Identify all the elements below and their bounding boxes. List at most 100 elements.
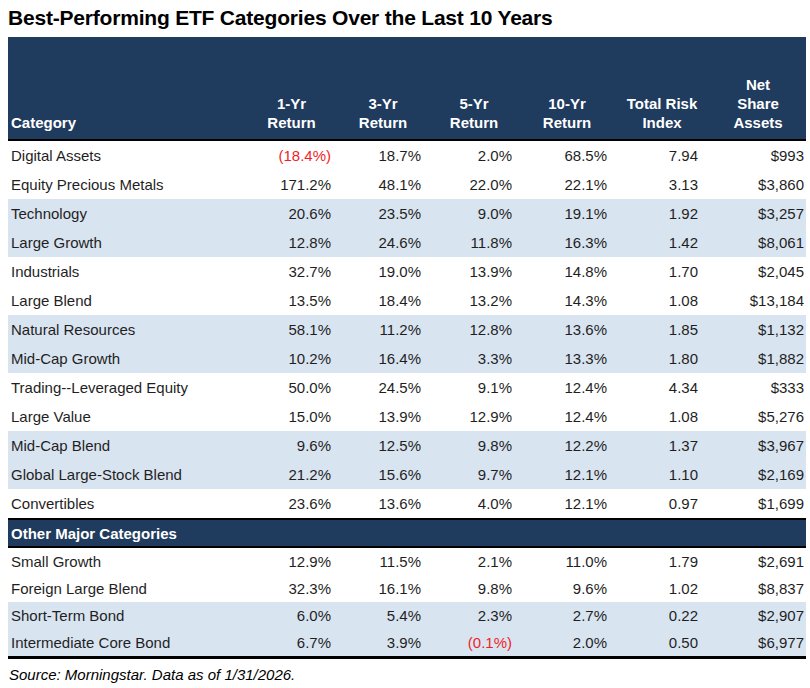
total-risk-cell: 1.80 — [620, 344, 712, 373]
column-header-net-share-assets: NetShareAssets — [712, 37, 806, 140]
total-risk-cell: 7.94 — [620, 140, 712, 170]
total-risk-cell: 0.22 — [620, 602, 712, 629]
return-5yr-cell: 12.9% — [436, 402, 527, 431]
return-3yr-cell: 19.0% — [345, 257, 436, 286]
return-10yr-cell: 12.4% — [527, 373, 620, 402]
category-cell: Natural Resources — [8, 315, 252, 344]
return-1yr-cell: 50.0% — [252, 373, 345, 402]
total-risk-cell: 1.70 — [620, 257, 712, 286]
total-risk-cell: 1.02 — [620, 575, 712, 602]
category-cell: Trading--Leveraged Equity — [8, 373, 252, 402]
category-cell: Small Growth — [8, 547, 252, 575]
column-header-total-risk-index: Total RiskIndex — [620, 37, 712, 140]
table-row: Foreign Large Blend 32.3% 16.1% 9.8% 9.6… — [8, 575, 806, 602]
total-risk-cell: 1.79 — [620, 547, 712, 575]
page-title: Best-Performing ETF Categories Over the … — [8, 6, 806, 30]
return-1yr-cell: 21.2% — [252, 460, 345, 489]
return-10yr-cell: 13.3% — [527, 344, 620, 373]
section-body: Other Major Categories — [8, 519, 806, 547]
net-share-assets-cell: $8,837 — [712, 575, 806, 602]
return-5yr-cell: 2.1% — [436, 547, 527, 575]
column-header-category: Category — [8, 37, 252, 140]
total-risk-cell: 0.97 — [620, 489, 712, 519]
net-share-assets-cell: $1,132 — [712, 315, 806, 344]
return-5yr-cell: 9.8% — [436, 575, 527, 602]
return-3yr-cell: 18.4% — [345, 286, 436, 315]
total-risk-cell: 0.50 — [620, 629, 712, 658]
section-header-row: Other Major Categories — [8, 519, 806, 547]
return-1yr-cell: 32.7% — [252, 257, 345, 286]
return-1yr-cell: 6.0% — [252, 602, 345, 629]
net-share-assets-cell: $2,045 — [712, 257, 806, 286]
return-1yr-cell: 32.3% — [252, 575, 345, 602]
table-row: Mid-Cap Growth 10.2% 16.4% 3.3% 13.3% 1.… — [8, 344, 806, 373]
net-share-assets-cell: $2,169 — [712, 460, 806, 489]
category-cell: Industrials — [8, 257, 252, 286]
return-1yr-cell: 15.0% — [252, 402, 345, 431]
table-row: Short-Term Bond 6.0% 5.4% 2.3% 2.7% 0.22… — [8, 602, 806, 629]
net-share-assets-cell: $1,882 — [712, 344, 806, 373]
column-header-1yr-return: 1-YrReturn — [252, 37, 345, 140]
table-row: Natural Resources 58.1% 11.2% 12.8% 13.6… — [8, 315, 806, 344]
return-10yr-cell: 14.8% — [527, 257, 620, 286]
category-cell: Foreign Large Blend — [8, 575, 252, 602]
table-row: Equity Precious Metals 171.2% 48.1% 22.0… — [8, 170, 806, 199]
return-1yr-cell: 20.6% — [252, 199, 345, 228]
table-row: Digital Assets (18.4%) 18.7% 2.0% 68.5% … — [8, 140, 806, 170]
category-cell: Mid-Cap Growth — [8, 344, 252, 373]
net-share-assets-cell: $333 — [712, 373, 806, 402]
net-share-assets-cell: $3,967 — [712, 431, 806, 460]
column-header-10yr-return: 10-YrReturn — [527, 37, 620, 140]
etf-category-table: Category 1-YrReturn 3-YrReturn 5-YrRetur… — [8, 37, 806, 659]
category-cell: Global Large-Stock Blend — [8, 460, 252, 489]
table-row: Trading--Leveraged Equity 50.0% 24.5% 9.… — [8, 373, 806, 402]
return-5yr-cell: 2.3% — [436, 602, 527, 629]
return-1yr-cell: 12.8% — [252, 228, 345, 257]
return-3yr-cell: 15.6% — [345, 460, 436, 489]
return-10yr-cell: 22.1% — [527, 170, 620, 199]
category-cell: Intermediate Core Bond — [8, 629, 252, 658]
total-risk-cell: 1.42 — [620, 228, 712, 257]
return-1yr-cell: 6.7% — [252, 629, 345, 658]
net-share-assets-cell: $6,977 — [712, 629, 806, 658]
category-cell: Digital Assets — [8, 140, 252, 170]
return-10yr-cell: 2.0% — [527, 629, 620, 658]
category-cell: Large Value — [8, 402, 252, 431]
return-3yr-cell: 5.4% — [345, 602, 436, 629]
return-3yr-cell: 24.6% — [345, 228, 436, 257]
category-cell: Short-Term Bond — [8, 602, 252, 629]
return-3yr-cell: 16.1% — [345, 575, 436, 602]
return-1yr-cell: 10.2% — [252, 344, 345, 373]
return-10yr-cell: 2.7% — [527, 602, 620, 629]
return-1yr-cell: 171.2% — [252, 170, 345, 199]
table-row: Large Value 15.0% 13.9% 12.9% 12.4% 1.08… — [8, 402, 806, 431]
return-10yr-cell: 14.3% — [527, 286, 620, 315]
header-row: Category 1-YrReturn 3-YrReturn 5-YrRetur… — [8, 37, 806, 140]
table-row: Industrials 32.7% 19.0% 13.9% 14.8% 1.70… — [8, 257, 806, 286]
net-share-assets-cell: $2,691 — [712, 547, 806, 575]
return-5yr-cell: 11.8% — [436, 228, 527, 257]
table-header: Category 1-YrReturn 3-YrReturn 5-YrRetur… — [8, 37, 806, 140]
return-5yr-cell: 9.1% — [436, 373, 527, 402]
category-cell: Large Growth — [8, 228, 252, 257]
return-10yr-cell: 19.1% — [527, 199, 620, 228]
return-5yr-cell: 22.0% — [436, 170, 527, 199]
return-5yr-cell: 9.0% — [436, 199, 527, 228]
total-risk-cell: 1.37 — [620, 431, 712, 460]
net-share-assets-cell: $1,699 — [712, 489, 806, 519]
return-10yr-cell: 12.1% — [527, 460, 620, 489]
return-1yr-cell: 12.9% — [252, 547, 345, 575]
return-10yr-cell: 16.3% — [527, 228, 620, 257]
return-3yr-cell: 11.2% — [345, 315, 436, 344]
return-10yr-cell: 9.6% — [527, 575, 620, 602]
return-3yr-cell: 12.5% — [345, 431, 436, 460]
return-5yr-cell: 3.3% — [436, 344, 527, 373]
table-row: Global Large-Stock Blend 21.2% 15.6% 9.7… — [8, 460, 806, 489]
other-rows-body: Small Growth 12.9% 11.5% 2.1% 11.0% 1.79… — [8, 547, 806, 658]
net-share-assets-cell: $5,276 — [712, 402, 806, 431]
page: Best-Performing ETF Categories Over the … — [0, 0, 810, 683]
source-note: Source: Morningstar. Data as of 1/31/202… — [9, 666, 806, 683]
total-risk-cell: 3.13 — [620, 170, 712, 199]
total-risk-cell: 1.08 — [620, 286, 712, 315]
table-row: Small Growth 12.9% 11.5% 2.1% 11.0% 1.79… — [8, 547, 806, 575]
